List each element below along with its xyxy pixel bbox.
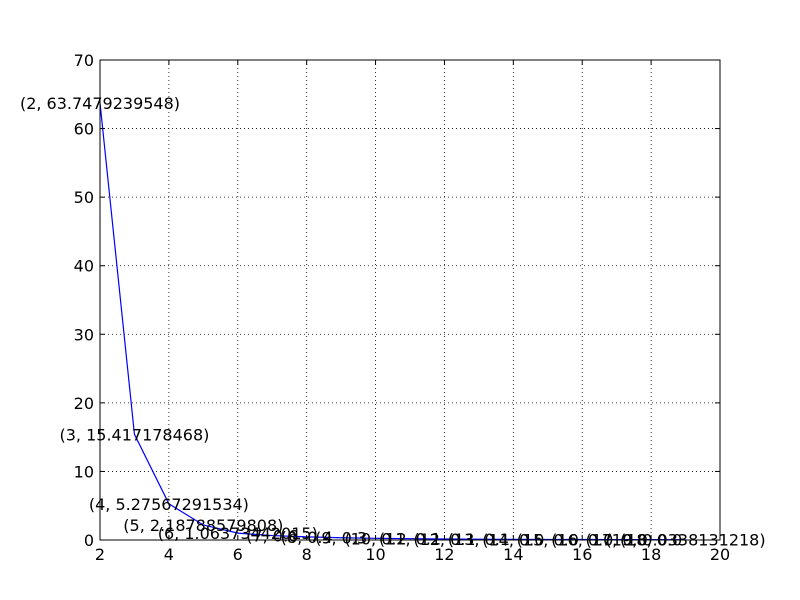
- x-tick-label: 14: [503, 545, 523, 564]
- tick-marks: [99, 59, 721, 541]
- point-annotation: (15, 0.0: [517, 530, 579, 549]
- y-tick-label: 60: [74, 120, 94, 139]
- x-tick-label: 8: [302, 545, 312, 564]
- y-tick-label: 20: [74, 394, 94, 413]
- x-tick-label: 6: [233, 545, 243, 564]
- y-tick-label: 30: [74, 325, 94, 344]
- point-annotation: (6, 1.06373442015): [158, 524, 318, 543]
- point-annotation: (13, 0.1: [448, 530, 510, 549]
- x-tick-label: 20: [710, 545, 730, 564]
- x-tick-label: 2: [95, 545, 105, 564]
- point-annotation: (10, 0.2: [344, 529, 406, 548]
- y-tick-label: 50: [74, 188, 94, 207]
- point-annotation: (5, 2.18788579808): [123, 516, 283, 535]
- point-annotations: (2, 63.7479239548) (3, 15.417178468) (4, 5…: [20, 94, 766, 550]
- y-tick-label: 70: [74, 51, 94, 70]
- point-annotation: (7, 0.6: [246, 527, 298, 546]
- point-annotation: (2, 63.7479239548): [20, 94, 180, 113]
- point-annotation: (8, 0.4: [281, 528, 333, 547]
- x-tick-label: 12: [434, 545, 454, 564]
- point-annotation: (16, 0.0: [551, 531, 613, 550]
- plot-frame: [99, 59, 721, 541]
- point-annotation: (19, 0.0338131218): [606, 531, 766, 550]
- point-annotation: (18, 0.0: [620, 531, 682, 550]
- point-annotation: (12, 0.1: [413, 530, 475, 549]
- point-annotation: (11, 0.1: [379, 530, 441, 549]
- point-annotation: (17, 0.0: [586, 531, 648, 550]
- x-tick-label: 4: [164, 545, 174, 564]
- y-tick-label: 0: [84, 531, 94, 550]
- x-tick-label: 16: [572, 545, 592, 564]
- x-tick-label: 18: [641, 545, 661, 564]
- y-tick-label: 40: [74, 257, 94, 276]
- grid-lines: [100, 60, 720, 540]
- y-tick-label: 10: [74, 462, 94, 481]
- y-tick-labels: 0 10 20 30 40 50 60 70: [74, 51, 94, 550]
- point-annotation: (3, 15.417178468): [59, 425, 209, 444]
- point-annotation: (4, 5.27567291534): [89, 495, 249, 514]
- x-tick-label: 10: [365, 545, 385, 564]
- x-tick-labels: 2 4 6 8 10 12 14 16 18 20: [95, 545, 730, 564]
- point-annotation: (14, 0.0: [482, 530, 544, 549]
- point-annotation: (9, 0.3: [315, 529, 367, 548]
